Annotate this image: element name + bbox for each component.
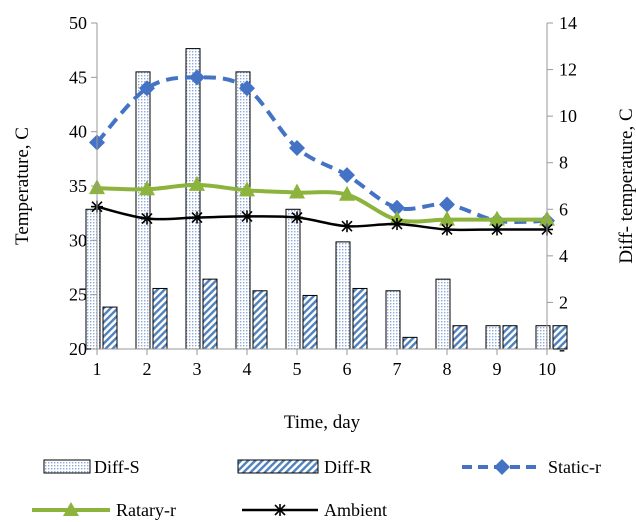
bar-diff-s xyxy=(335,241,351,350)
bar-diff-r xyxy=(252,290,268,350)
bar-layer xyxy=(85,48,568,350)
point-ambient xyxy=(391,218,403,231)
x-tick-label: 4 xyxy=(243,359,252,379)
point-static-r xyxy=(239,80,255,97)
left-tick-label: 25 xyxy=(69,285,87,305)
point-ambient xyxy=(441,223,453,236)
x-tick-label: 7 xyxy=(393,359,402,379)
point-ambient xyxy=(141,212,153,225)
bar-diff-s xyxy=(85,208,101,350)
y2-axis-title: Diff- temperature, C xyxy=(616,108,636,263)
point-static-r xyxy=(339,167,355,184)
right-tick-label: 10 xyxy=(559,106,577,126)
x-tick-label: 8 xyxy=(443,359,452,379)
x-tick-label: 6 xyxy=(343,359,352,379)
left-tick-label: 40 xyxy=(69,122,87,142)
right-tick-label: 2 xyxy=(559,292,568,312)
bar-diff-s xyxy=(385,290,401,350)
left-tick-label: 45 xyxy=(69,67,87,87)
point-ratary-r xyxy=(439,210,455,226)
line-layer xyxy=(89,69,555,236)
bar-diff-s xyxy=(185,48,201,350)
x-tick-label: 9 xyxy=(493,359,502,379)
bar-diff-r xyxy=(402,336,418,350)
bar-diff-r xyxy=(102,306,118,350)
left-tick-label: 30 xyxy=(69,230,87,250)
legend-marker-ambient xyxy=(274,504,286,516)
x-tick-label: 10 xyxy=(538,359,556,379)
legend: Diff-S Diff-R Static-r Ratary-r Ambient xyxy=(32,457,601,520)
legend-marker-ratary-r xyxy=(63,502,79,516)
right-tick-label: 6 xyxy=(559,199,568,219)
right-tick-label: 8 xyxy=(559,153,568,173)
legend-marker-static-r xyxy=(494,459,510,475)
point-ratary-r xyxy=(189,175,205,191)
right-axis-ticks: - 2 4 6 8 10 12 14 xyxy=(547,13,577,359)
bar-diff-r xyxy=(352,287,368,350)
bar-diff-r xyxy=(502,325,518,350)
legend-item-diff-s: Diff-S xyxy=(43,457,140,477)
left-tick-label: 35 xyxy=(69,176,87,196)
x-tick-label: 1 xyxy=(93,359,102,379)
x-axis-ticks: 1 2 3 4 5 6 7 8 9 10 xyxy=(93,349,556,379)
left-tick-label: 20 xyxy=(69,339,87,359)
series-line-ambient xyxy=(96,205,547,232)
legend-label-diff-s: Diff-S xyxy=(94,457,140,477)
point-ambient xyxy=(291,211,303,224)
right-tick-label: 4 xyxy=(559,246,568,266)
point-static-r xyxy=(139,80,155,97)
legend-swatch-diff-s xyxy=(43,459,91,474)
point-ambient xyxy=(191,211,203,224)
bar-diff-r xyxy=(202,278,218,350)
point-ambient xyxy=(241,210,253,223)
series-line-ratary-r xyxy=(96,182,547,224)
point-ratary-r xyxy=(489,210,505,226)
y-axis-title: Temperature, C xyxy=(12,127,33,245)
x-tick-label: 2 xyxy=(143,359,152,379)
legend-label-ratary-r: Ratary-r xyxy=(116,500,176,520)
point-static-r xyxy=(289,139,305,156)
right-tick-label: - xyxy=(559,339,565,359)
bar-diff-r xyxy=(152,287,168,350)
bar-diff-s xyxy=(435,278,451,350)
left-axis-ticks: 20 25 30 35 40 45 50 xyxy=(69,13,97,359)
x-tick-label: 5 xyxy=(293,359,302,379)
point-ratary-r xyxy=(239,181,255,197)
bar-diff-r xyxy=(302,294,318,350)
x-axis-title: Time, day xyxy=(284,412,361,433)
legend-item-static-r: Static-r xyxy=(462,457,601,477)
point-static-r xyxy=(189,69,205,86)
point-static-r xyxy=(389,199,405,216)
bar-diff-s xyxy=(135,71,151,350)
legend-label-ambient: Ambient xyxy=(324,500,387,520)
point-ambient xyxy=(491,223,503,236)
point-ratary-r xyxy=(289,183,305,199)
legend-label-diff-r: Diff-R xyxy=(324,457,372,477)
legend-item-diff-r: Diff-R xyxy=(237,457,372,477)
bar-diff-s xyxy=(235,71,251,350)
right-tick-label: 12 xyxy=(559,60,577,80)
bar-diff-s xyxy=(485,325,501,350)
x-tick-label: 3 xyxy=(193,359,202,379)
point-ratary-r xyxy=(339,185,355,201)
series-line-static-r xyxy=(95,75,548,224)
right-tick-label: 14 xyxy=(559,13,577,33)
point-ratary-r xyxy=(139,180,155,196)
left-tick-label: 50 xyxy=(69,13,87,33)
bar-diff-r xyxy=(452,325,468,350)
bar-diff-s xyxy=(285,208,301,350)
bar-diff-r xyxy=(552,325,568,350)
point-static-r xyxy=(439,196,455,213)
legend-item-ratary-r: Ratary-r xyxy=(32,500,176,520)
legend-label-static-r: Static-r xyxy=(548,457,601,477)
point-ambient xyxy=(341,220,353,233)
legend-item-ambient: Ambient xyxy=(242,500,387,520)
legend-swatch-diff-r xyxy=(237,459,319,474)
bar-diff-s xyxy=(535,325,551,350)
